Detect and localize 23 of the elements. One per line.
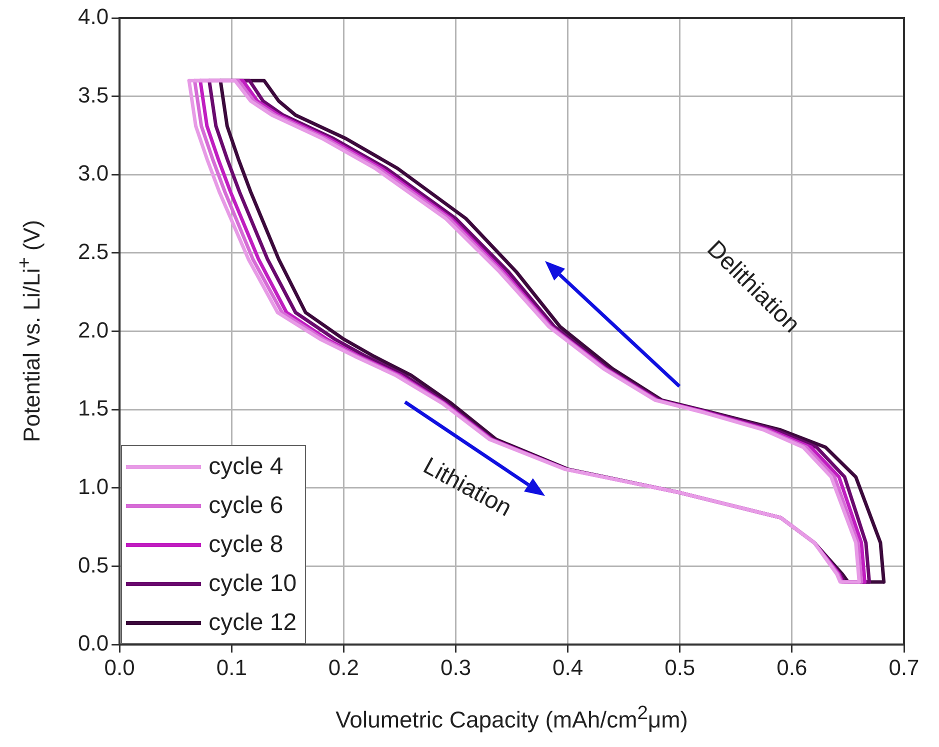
x-axis-title: Volumetric Capacity (mAh/cm$^{2}$μm) <box>334 703 689 734</box>
x-tick-label: 0.4 <box>552 654 584 680</box>
x-tick-label: 0.5 <box>664 654 696 680</box>
x-tick-label: 0.0 <box>104 654 135 680</box>
x-tick-label: 0.1 <box>216 654 247 680</box>
x-tick-label: 0.6 <box>776 654 808 680</box>
legend-label: cycle 4 <box>208 453 284 482</box>
legend-label: cycle 8 <box>208 531 284 560</box>
legend-label: cycle 12 <box>208 609 297 638</box>
x-tick-label: 0.3 <box>440 654 472 680</box>
y-tick-label: 2.0 <box>78 317 109 342</box>
y-tick-label: 1.0 <box>78 474 109 500</box>
y-tick-label: 3.5 <box>78 82 109 108</box>
y-tick-label: 3.0 <box>78 160 109 186</box>
y-tick-label: 0.0 <box>78 630 109 656</box>
y-tick-label: 0.5 <box>78 552 109 578</box>
x-tick-label: 0.2 <box>328 654 359 680</box>
y-tick-label: 2.5 <box>78 239 109 264</box>
x-tick-label: 0.7 <box>888 654 920 680</box>
y-tick-label: 1.5 <box>78 396 109 421</box>
legend-label: cycle 10 <box>208 570 297 598</box>
y-tick-label: 4.0 <box>78 4 109 30</box>
legend-label: cycle 6 <box>208 492 284 520</box>
